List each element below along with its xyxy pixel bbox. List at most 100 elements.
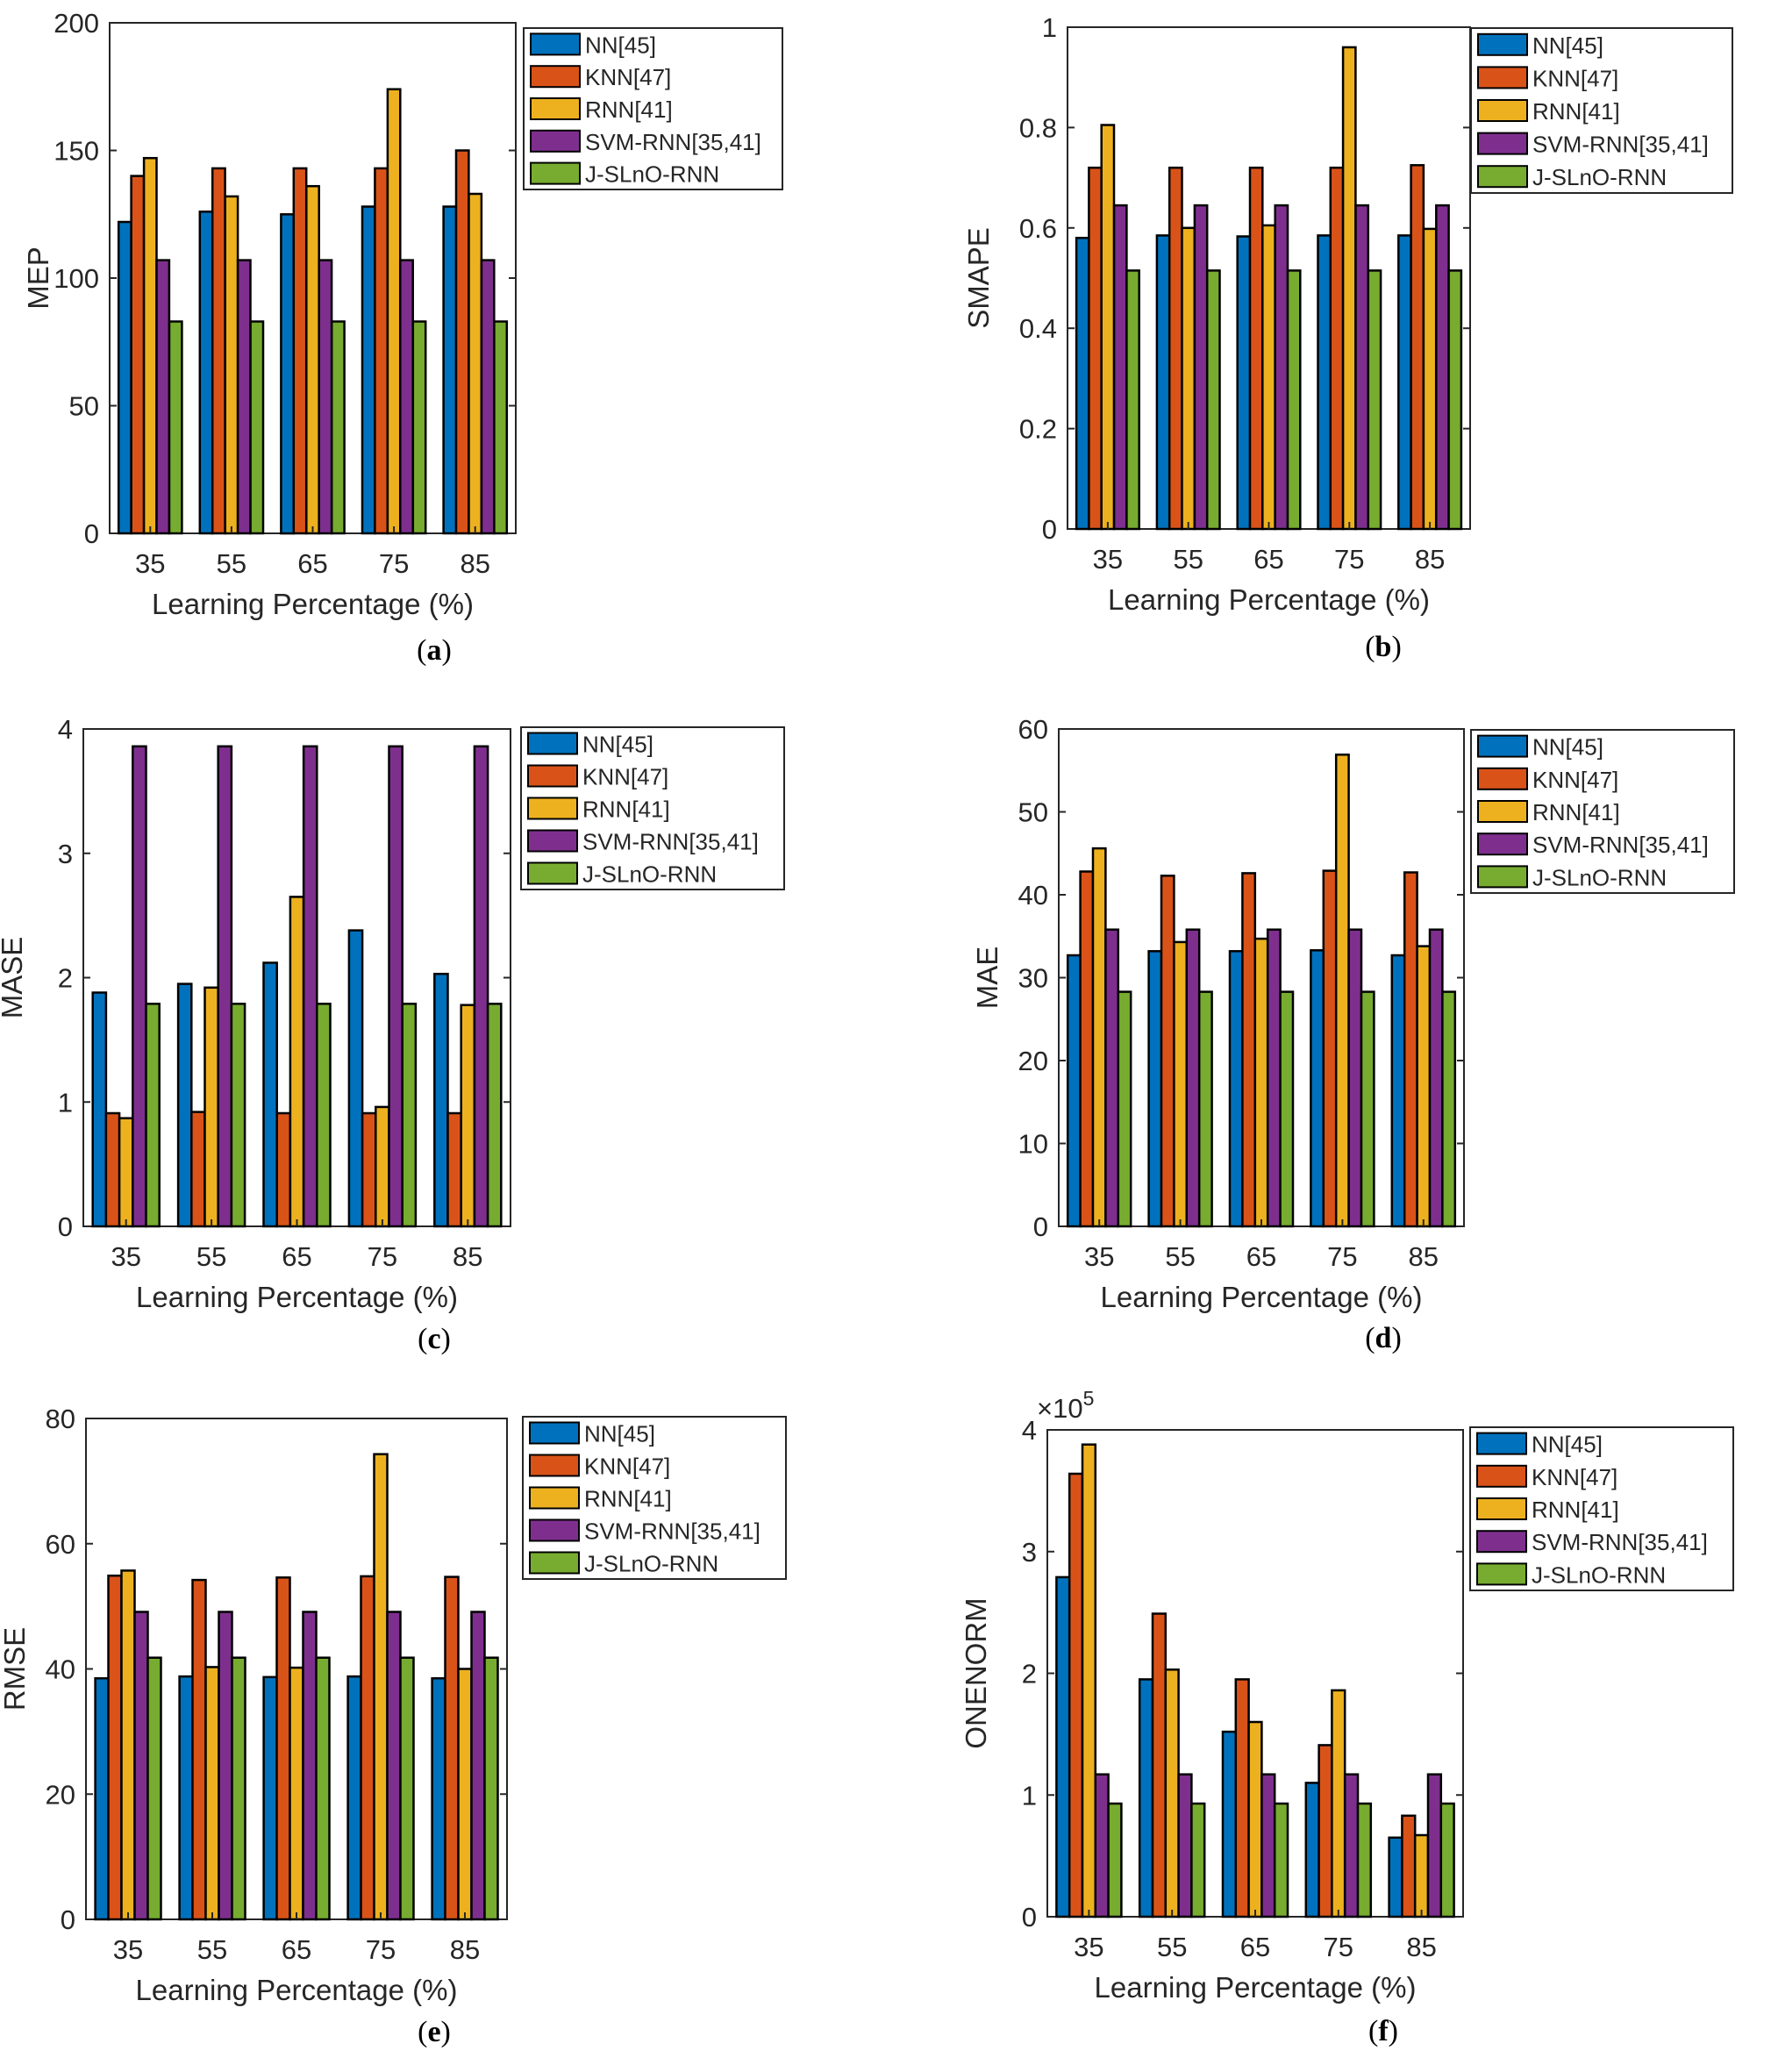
- bar: [360, 1575, 375, 1921]
- bar: [486, 1003, 503, 1228]
- x-tick-label: 85: [1409, 1241, 1439, 1272]
- y-tick-label: 30: [1018, 963, 1048, 994]
- bar: [211, 167, 226, 535]
- x-tick-label: 55: [1173, 544, 1203, 575]
- bar: [1181, 226, 1196, 531]
- bar: [1317, 234, 1332, 531]
- bar: [315, 1656, 331, 1921]
- bar: [1266, 928, 1282, 1228]
- legend-swatch: [527, 764, 578, 788]
- legend-swatch: [530, 65, 581, 89]
- y-axis-label: RMSE: [0, 1627, 31, 1711]
- y-tick-label: 4: [1022, 1415, 1037, 1446]
- bar: [1088, 166, 1103, 531]
- legend-label: J-SLnO-RNN: [584, 1551, 718, 1577]
- panel-caption-close: ): [442, 634, 452, 667]
- bar: [1190, 1802, 1206, 1918]
- y-tick-label: 4: [58, 714, 73, 745]
- bar: [375, 1105, 390, 1228]
- bar: [262, 961, 278, 1228]
- bar: [411, 320, 427, 535]
- panel-caption-letter: e: [427, 2016, 440, 2048]
- bar: [1439, 1802, 1455, 1918]
- panel-caption: (b): [1365, 631, 1402, 663]
- bar: [1081, 1443, 1097, 1918]
- panel-caption-letter: d: [1375, 1322, 1392, 1354]
- bar: [454, 149, 470, 535]
- bar: [1125, 269, 1140, 531]
- bar: [94, 1676, 110, 1921]
- y-tick-label: 50: [69, 391, 99, 422]
- y-tick-label: 0: [1033, 1211, 1048, 1242]
- bar: [1347, 928, 1363, 1228]
- bar: [374, 167, 389, 535]
- x-tick-label: 35: [111, 1241, 140, 1272]
- chart-panel-b: 0 0.2 0.4 0.6 0.8 1 35 55 65 75 85 Learning Percent…: [962, 12, 1733, 663]
- bar: [1236, 235, 1252, 531]
- bar: [130, 175, 146, 535]
- bar: [217, 745, 233, 1228]
- legend-swatch: [1477, 99, 1528, 122]
- bar: [120, 1569, 136, 1921]
- bar: [133, 1611, 149, 1921]
- legend-swatch: [527, 797, 578, 820]
- bar: [1147, 950, 1163, 1228]
- legend-swatch: [1476, 1530, 1527, 1554]
- bar: [446, 1111, 462, 1228]
- x-tick-label: 65: [282, 1934, 311, 1965]
- bar: [236, 259, 252, 535]
- bar: [444, 1575, 460, 1921]
- bar: [132, 745, 147, 1228]
- y-tick-label: 3: [58, 839, 73, 869]
- chart-panel-d: 0 10 20 30 40 50 60 35 55 65 75 85 Learning Percenta…: [971, 714, 1735, 1354]
- bar: [470, 1611, 486, 1921]
- bar: [204, 1666, 220, 1921]
- bar: [399, 259, 414, 535]
- chart-panel-c: 0 1 2 3 4 35 55 65 75 85 Learning Percentage (%) MA…: [0, 714, 785, 1355]
- legend-label: SVM-RNN[35,41]: [1532, 132, 1709, 158]
- x-axis-label: Learning Percentage (%): [136, 1974, 458, 2006]
- legend-label: NN[45]: [584, 1421, 655, 1447]
- y-tick-label: 0: [1022, 1902, 1037, 1933]
- bar: [473, 745, 489, 1228]
- panel-caption-open: (: [1365, 631, 1375, 663]
- legend-label: SVM-RNN[35,41]: [1532, 832, 1709, 858]
- bar: [1441, 990, 1457, 1228]
- bar: [1413, 1833, 1430, 1918]
- bar: [1248, 166, 1264, 531]
- legend-label: RNN[41]: [582, 797, 670, 823]
- x-tick-label: 75: [368, 1241, 397, 1272]
- panel-caption-open: (: [418, 2016, 427, 2048]
- y-tick-label: 60: [46, 1529, 75, 1560]
- bar: [1160, 875, 1175, 1228]
- bar: [1260, 1773, 1276, 1918]
- x-tick-label: 65: [1253, 544, 1283, 575]
- bar: [1401, 1814, 1417, 1918]
- bar: [1360, 990, 1375, 1228]
- x-tick-label: 35: [135, 548, 165, 579]
- y-tick-label: 1: [58, 1087, 73, 1118]
- y-tick-label: 0.2: [1019, 414, 1057, 445]
- legend-swatch: [1476, 1562, 1527, 1586]
- x-tick-label: 35: [1074, 1932, 1103, 1962]
- bar: [347, 929, 364, 1228]
- bar: [361, 1111, 377, 1228]
- legend-swatch: [530, 97, 581, 120]
- legend-label: KNN[47]: [1532, 65, 1618, 91]
- bar: [1221, 1730, 1238, 1918]
- bar: [1151, 1612, 1168, 1918]
- y-tick-label: 2: [58, 963, 73, 994]
- bar: [1079, 870, 1095, 1228]
- bar: [224, 195, 239, 535]
- x-axis-label: Learning Percentage (%): [1095, 1971, 1417, 2004]
- legend-swatch: [1476, 1432, 1527, 1455]
- legend-label: RNN[41]: [1532, 1497, 1619, 1523]
- bar: [388, 745, 403, 1228]
- bar: [204, 986, 219, 1228]
- panel-caption-close: ): [441, 2016, 451, 2048]
- x-tick-label: 75: [379, 548, 409, 579]
- bar: [198, 211, 214, 535]
- panel-caption-close: ): [1391, 1322, 1401, 1354]
- legend-swatch: [1477, 32, 1528, 56]
- bar: [1356, 1802, 1373, 1918]
